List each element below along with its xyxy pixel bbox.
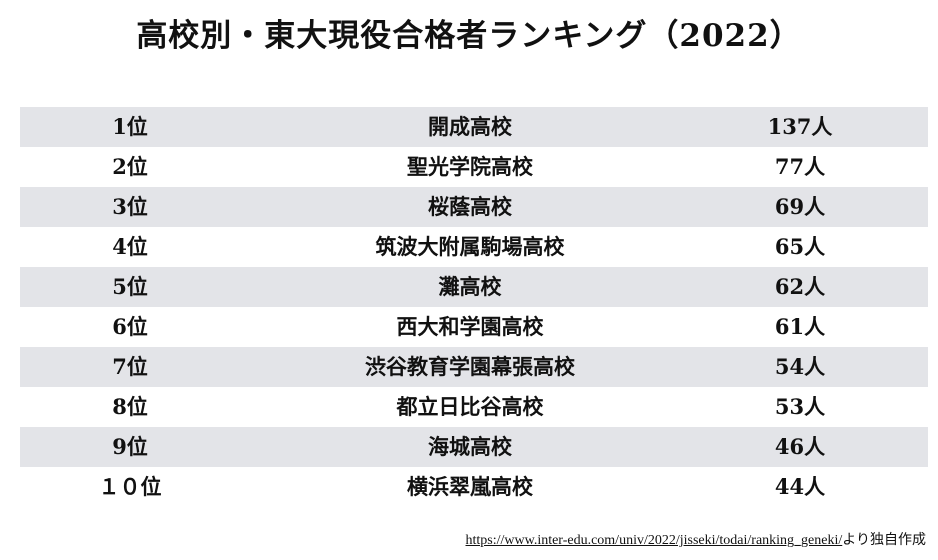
rank-cell: 6位 xyxy=(112,314,148,339)
school-cell: 灘高校 xyxy=(438,274,502,299)
rank-cell: 5位 xyxy=(112,274,148,299)
school-cell: 桜蔭高校 xyxy=(428,194,512,219)
count-cell: 69人 xyxy=(774,194,826,219)
page-title: 高校別・東大現役合格者ランキング（2022） xyxy=(136,18,802,54)
count-cell: 54人 xyxy=(774,354,826,379)
ranking-table: 1位 開成高校 137人 2位 聖光学院高校 77人 3位 桜蔭高校 69人 4… xyxy=(20,107,928,507)
source-link[interactable]: https://www.inter-edu.com/univ/2022/jiss… xyxy=(465,533,843,548)
count-cell: 46人 xyxy=(774,434,826,459)
count-cell: 61人 xyxy=(774,314,826,339)
rank-cell: 4位 xyxy=(112,234,148,259)
source-note: https://www.inter-edu.com/univ/2022/jiss… xyxy=(466,532,927,550)
table-row: 4位 筑波大附属駒場高校 65人 xyxy=(20,227,928,267)
rank-cell: 2位 xyxy=(112,154,148,179)
count-cell: 65人 xyxy=(774,234,826,259)
school-cell: 筑波大附属駒場高校 xyxy=(375,234,565,259)
count-cell: 53人 xyxy=(774,394,826,419)
table-row: 6位 西大和学園高校 61人 xyxy=(20,307,928,347)
table-row: 8位 都立日比谷高校 53人 xyxy=(20,387,928,427)
count-cell: 137人 xyxy=(767,114,833,139)
school-cell: 横浜翠嵐高校 xyxy=(407,474,533,499)
count-cell: 77人 xyxy=(774,154,826,179)
table-row: 9位 海城高校 46人 xyxy=(20,427,928,467)
rank-cell: 7位 xyxy=(112,354,148,379)
school-cell: 西大和学園高校 xyxy=(396,314,544,339)
rank-cell: 3位 xyxy=(112,194,148,219)
school-cell: 海城高校 xyxy=(428,434,512,459)
rank-cell: 9位 xyxy=(112,434,148,459)
school-cell: 渋谷教育学園幕張高校 xyxy=(365,354,575,379)
school-cell: 都立日比谷高校 xyxy=(396,394,544,419)
table-row: 5位 灘高校 62人 xyxy=(20,267,928,307)
table-row: 1位 開成高校 137人 xyxy=(20,107,928,147)
rank-cell: 8位 xyxy=(112,394,148,419)
count-cell: 44人 xyxy=(774,474,826,499)
source-suffix: より独自作成 xyxy=(842,533,926,548)
table-row: 7位 渋谷教育学園幕張高校 54人 xyxy=(20,347,928,387)
table-row: 3位 桜蔭高校 69人 xyxy=(20,187,928,227)
count-cell: 62人 xyxy=(774,274,826,299)
table-row: 2位 聖光学院高校 77人 xyxy=(20,147,928,187)
table-row: １０位 横浜翠嵐高校 44人 xyxy=(20,467,928,507)
rank-cell: １０位 xyxy=(98,474,162,499)
rank-cell: 1位 xyxy=(112,114,148,139)
school-cell: 聖光学院高校 xyxy=(407,154,533,179)
school-cell: 開成高校 xyxy=(428,114,512,139)
